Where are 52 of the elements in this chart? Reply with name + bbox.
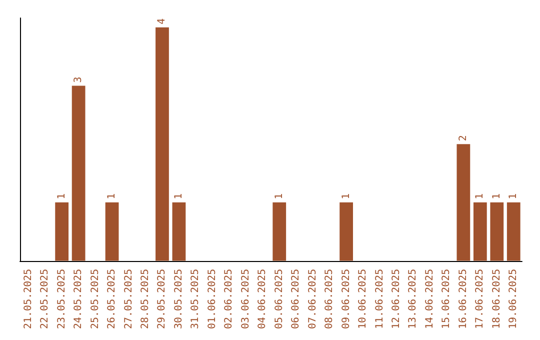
x-tick-label: 13.06.2025: [408, 268, 419, 330]
bar: [105, 202, 119, 261]
x-tick-label: 29.05.2025: [156, 268, 168, 330]
x-tick-label: 18.06.2025: [491, 268, 502, 330]
x-tick-label: 30.05.2025: [173, 268, 184, 330]
x-tick-label: 12.06.2025: [391, 268, 402, 330]
x-tick-label: 07.06.2025: [307, 268, 318, 330]
data-label: 1: [508, 193, 520, 200]
x-tick-label: 05.06.2025: [274, 268, 285, 330]
data-label: 1: [474, 193, 486, 200]
data-label: 1: [106, 193, 118, 200]
x-tick-label: 24.05.2025: [73, 268, 84, 330]
bar: [473, 202, 487, 261]
x-tick-label: 04.06.2025: [257, 268, 268, 330]
bar: [340, 202, 353, 261]
bar: [456, 144, 470, 261]
x-tick-label: 28.05.2025: [140, 268, 151, 330]
x-tick-label: 22.05.2025: [40, 268, 51, 330]
bar: [490, 202, 504, 261]
bar: [156, 27, 169, 261]
bar: [72, 86, 86, 261]
data-label: 1: [56, 193, 68, 200]
x-tick-label: 03.06.2025: [240, 268, 252, 330]
data-label: 4: [156, 18, 168, 24]
x-tick-label: 15.06.2025: [441, 268, 452, 330]
x-tick-label: 26.05.2025: [106, 268, 118, 330]
data-label: 2: [458, 135, 469, 142]
bar: [506, 202, 520, 261]
x-tick-label: 17.06.2025: [474, 268, 486, 330]
x-tick-label: 27.05.2025: [123, 268, 134, 330]
bar: [272, 202, 286, 261]
x-tick-label: 06.06.2025: [290, 268, 302, 330]
data-label: 1: [340, 193, 352, 200]
x-tick-label: 23.05.2025: [56, 268, 68, 330]
x-tick-label: 16.06.2025: [458, 268, 469, 330]
x-tick-label: 21.05.2025: [22, 268, 34, 330]
x-tick-label: 01.06.2025: [206, 268, 218, 330]
x-tick-label: 14.06.2025: [424, 268, 436, 330]
bar: [172, 202, 186, 261]
data-label: 1: [173, 193, 184, 200]
data-label: 1: [491, 193, 502, 200]
data-label: 1: [274, 193, 285, 200]
x-tick-label: 25.05.2025: [90, 268, 101, 330]
x-tick-label: 08.06.2025: [324, 268, 336, 330]
bar: [55, 202, 69, 261]
x-tick-label: 09.06.2025: [340, 268, 352, 330]
data-label: 3: [73, 76, 84, 83]
x-tick-label: 19.06.2025: [508, 268, 520, 330]
x-tick-label: 11.06.2025: [374, 268, 386, 330]
x-tick-label: 02.06.2025: [224, 268, 235, 330]
x-tick-label: 10.06.2025: [358, 268, 369, 330]
x-tick-label: 31.05.2025: [190, 268, 202, 330]
